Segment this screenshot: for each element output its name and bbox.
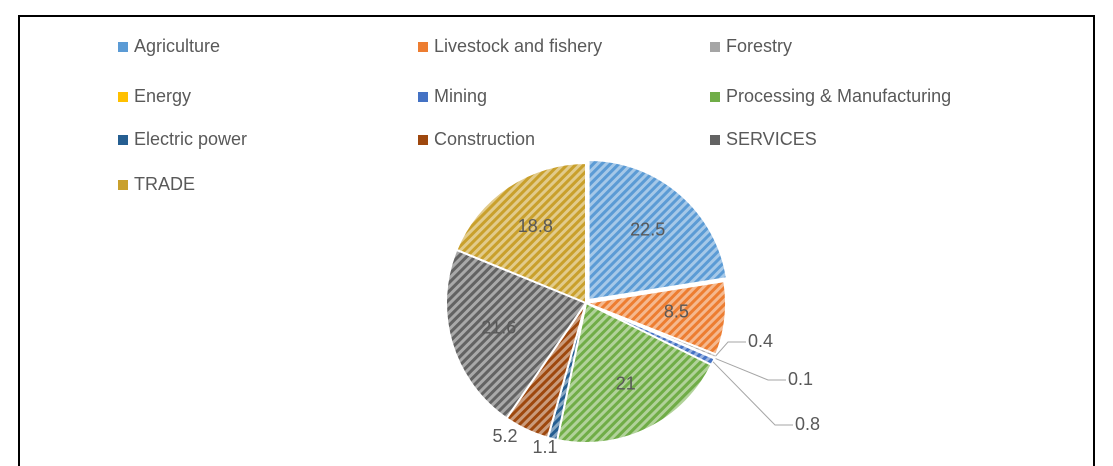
data-label: 21 bbox=[616, 374, 636, 394]
legend-swatch bbox=[118, 92, 128, 102]
leader-line bbox=[712, 361, 793, 426]
legend-swatch bbox=[418, 42, 428, 52]
legend-swatch bbox=[118, 135, 128, 145]
legend-swatch bbox=[118, 42, 128, 52]
data-label: 22.5 bbox=[630, 220, 665, 240]
legend-swatch bbox=[710, 42, 720, 52]
pie-slice bbox=[555, 301, 713, 444]
legend-label: Construction bbox=[434, 129, 535, 149]
pie-slice bbox=[455, 161, 587, 305]
data-label: 18.8 bbox=[518, 216, 553, 236]
legend-label: Forestry bbox=[726, 36, 792, 56]
data-label: 0.4 bbox=[748, 331, 773, 351]
legend-swatch bbox=[710, 92, 720, 102]
leader-line bbox=[714, 357, 786, 381]
leader-line bbox=[715, 341, 746, 357]
legend-label: TRADE bbox=[134, 174, 195, 194]
legend-label: Electric power bbox=[134, 129, 247, 149]
legend-label: Processing & Manufacturing bbox=[726, 86, 951, 106]
legend-label: Energy bbox=[134, 86, 191, 106]
legend-swatch bbox=[710, 135, 720, 145]
legend-swatch bbox=[418, 92, 428, 102]
legend-swatch bbox=[118, 180, 128, 190]
legend-label: Mining bbox=[434, 86, 487, 106]
pie-slice bbox=[445, 248, 588, 420]
legend-label: SERVICES bbox=[726, 129, 817, 149]
data-label: 8.5 bbox=[664, 302, 689, 322]
pie-slice bbox=[587, 158, 729, 302]
data-label: 5.2 bbox=[492, 426, 517, 446]
data-label: 0.1 bbox=[788, 369, 813, 389]
legend-label: Livestock and fishery bbox=[434, 36, 602, 56]
legend-swatch bbox=[418, 135, 428, 145]
data-label: 21.6 bbox=[481, 318, 516, 338]
legend-label: Agriculture bbox=[134, 36, 220, 56]
data-label: 0.8 bbox=[795, 414, 820, 434]
data-label: 1.1 bbox=[532, 437, 557, 457]
